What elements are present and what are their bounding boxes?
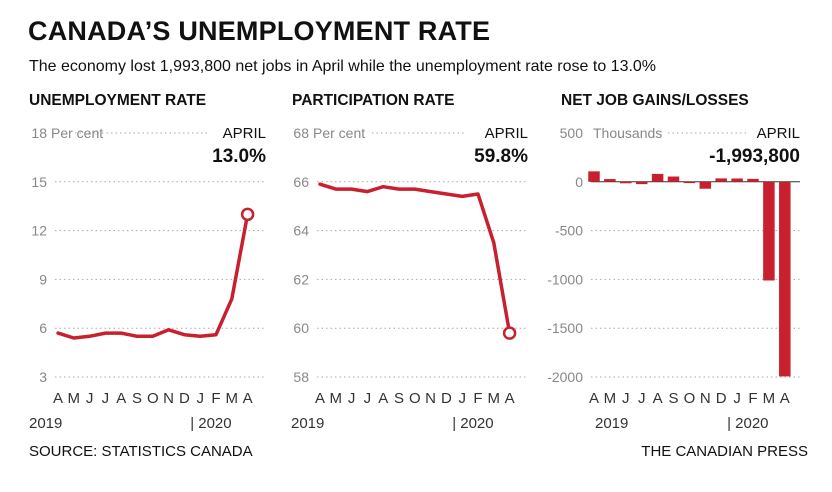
job-gains-x-tick-label: J: [622, 390, 630, 407]
unemployment-y-tick-label: 15: [31, 174, 47, 190]
job-gains-bar: [731, 178, 743, 182]
unemployment-x-tick-label: S: [132, 390, 142, 407]
job-gains-bar: [763, 181, 775, 281]
unemployment-series-line: [56, 212, 250, 340]
participation-x-tick-label: A: [315, 390, 325, 407]
job-gains-x-tick-label: A: [653, 390, 663, 407]
job-gains-year-label-2020: | 2020: [727, 415, 768, 432]
participation-endpoint-marker: [502, 326, 517, 340]
unemployment-year-label-2020: | 2020: [190, 415, 231, 432]
job-gains-y-tick-label: 500: [560, 125, 584, 141]
participation-x-tick-label: D: [441, 390, 452, 407]
unemployment-panel-title: UNEMPLOYMENT RATE: [29, 92, 207, 109]
participation-x-tick-label: J: [364, 390, 372, 407]
participation-y-tick-label: 64: [293, 223, 309, 239]
participation-x-tick-label: S: [394, 390, 404, 407]
participation-x-tick-label: N: [425, 390, 436, 407]
source-note: SOURCE: STATISTICS CANADA: [29, 443, 253, 460]
unemployment-x-tick-label: O: [147, 390, 159, 407]
unemployment-x-tick-label: J: [86, 390, 94, 407]
job-gains-x-tick-label: F: [748, 390, 757, 407]
participation-x-tick-label: A: [505, 390, 515, 407]
unemployment-y-tick-label: 18: [31, 125, 47, 141]
unemployment-y-tick-label: 9: [39, 271, 47, 287]
participation-x-tick-label: M: [330, 390, 343, 407]
unemployment-x-tick-label: A: [53, 390, 63, 407]
participation-x-tick-label: A: [378, 390, 388, 407]
participation-series-line: [318, 182, 512, 335]
unemployment-x-tick-label: D: [179, 390, 190, 407]
credit-note: THE CANADIAN PRESS: [641, 443, 808, 460]
participation-year-label-2019: 2019: [291, 415, 324, 432]
job-gains-y-tick-label: -1000: [547, 271, 583, 287]
job-gains-bar: [635, 181, 648, 185]
participation-y-tick-label: 58: [293, 369, 309, 385]
unemployment-x-tick-label: N: [163, 390, 174, 407]
unemployment-x-tick-label: M: [226, 390, 239, 407]
job-gains-x-tick-label: J: [733, 390, 741, 407]
job-gains-x-tick-label: N: [700, 390, 711, 407]
job-gains-bar: [779, 181, 791, 377]
job-gains-x-tick-label: A: [589, 390, 599, 407]
participation-panel-title: PARTICIPATION RATE: [292, 92, 455, 109]
job-gains-bar: [620, 181, 632, 184]
unemployment-callout-label: APRIL: [223, 125, 266, 142]
job-gains-x-tick-label: M: [604, 390, 617, 407]
participation-y-tick-label: 62: [293, 271, 309, 287]
unemployment-endpoint-marker: [240, 207, 255, 222]
job-gains-year-label-2019: 2019: [595, 415, 628, 432]
job-gains-y-tick-label: -2000: [547, 369, 583, 385]
job-gains-bar: [651, 173, 664, 182]
unemployment-x-tick-label: F: [211, 390, 220, 407]
unemployment-y-tick-label: 3: [39, 369, 47, 385]
unemployment-x-tick-label: J: [196, 390, 204, 407]
job-gains-x-tick-label: D: [716, 390, 727, 407]
participation-y-tick-label: 68: [293, 125, 309, 141]
unemployment-x-tick-label: M: [68, 390, 81, 407]
unemployment-y-tick-label: 12: [31, 223, 47, 239]
page-title: CANADA’S UNEMPLOYMENT RATE: [28, 16, 491, 46]
job-gains-bar: [715, 178, 727, 182]
job-gains-unit-label: Thousands: [593, 125, 662, 141]
job-gains-callout-label: APRIL: [757, 125, 800, 142]
job-gains-callout-value: -1,993,800: [709, 146, 800, 167]
participation-year-label-2020: | 2020: [452, 415, 493, 432]
job-gains-y-tick-label: -500: [555, 223, 583, 239]
participation-y-tick-label: 66: [293, 174, 309, 190]
unemployment-x-tick-label: A: [243, 390, 253, 407]
job-gains-x-tick-label: S: [668, 390, 678, 407]
unemployment-y-tick-label: 6: [39, 320, 47, 336]
job-gains-bar: [588, 171, 600, 182]
job-gains-y-tick-label: 0: [575, 174, 583, 190]
job-gains-x-tick-label: A: [780, 390, 790, 407]
job-gains-bar: [604, 179, 616, 182]
page-subtitle: The economy lost 1,993,800 net jobs in A…: [29, 58, 657, 75]
participation-x-tick-label: M: [488, 390, 501, 407]
job-gains-y-tick-label: -1500: [547, 320, 583, 336]
participation-unit-label: Per cent: [313, 125, 365, 141]
participation-x-tick-label: J: [458, 390, 466, 407]
job-gains-x-tick-label: M: [763, 390, 776, 407]
participation-x-tick-label: F: [473, 390, 482, 407]
participation-y-tick-label: 60: [293, 320, 309, 336]
job-gains-x-tick-label: J: [638, 390, 646, 407]
unemployment-year-label-2019: 2019: [29, 415, 62, 432]
job-gains-bar: [699, 181, 712, 189]
unemployment-x-tick-label: J: [102, 390, 110, 407]
participation-x-tick-label: O: [409, 390, 421, 407]
job-gains-bar: [683, 181, 696, 184]
job-gains-x-tick-label: O: [684, 390, 696, 407]
job-gains-panel-title: NET JOB GAINS/LOSSES: [561, 92, 749, 109]
job-gains-bar: [747, 178, 759, 182]
unemployment-x-tick-label: A: [116, 390, 126, 407]
participation-x-tick-label: J: [348, 390, 356, 407]
unemployment-unit-label: Per cent: [51, 125, 103, 141]
job-gains-bar: [667, 176, 680, 182]
participation-callout-label: APRIL: [485, 125, 528, 142]
unemployment-callout-value: 13.0%: [212, 146, 266, 167]
participation-callout-value: 59.8%: [474, 146, 528, 167]
